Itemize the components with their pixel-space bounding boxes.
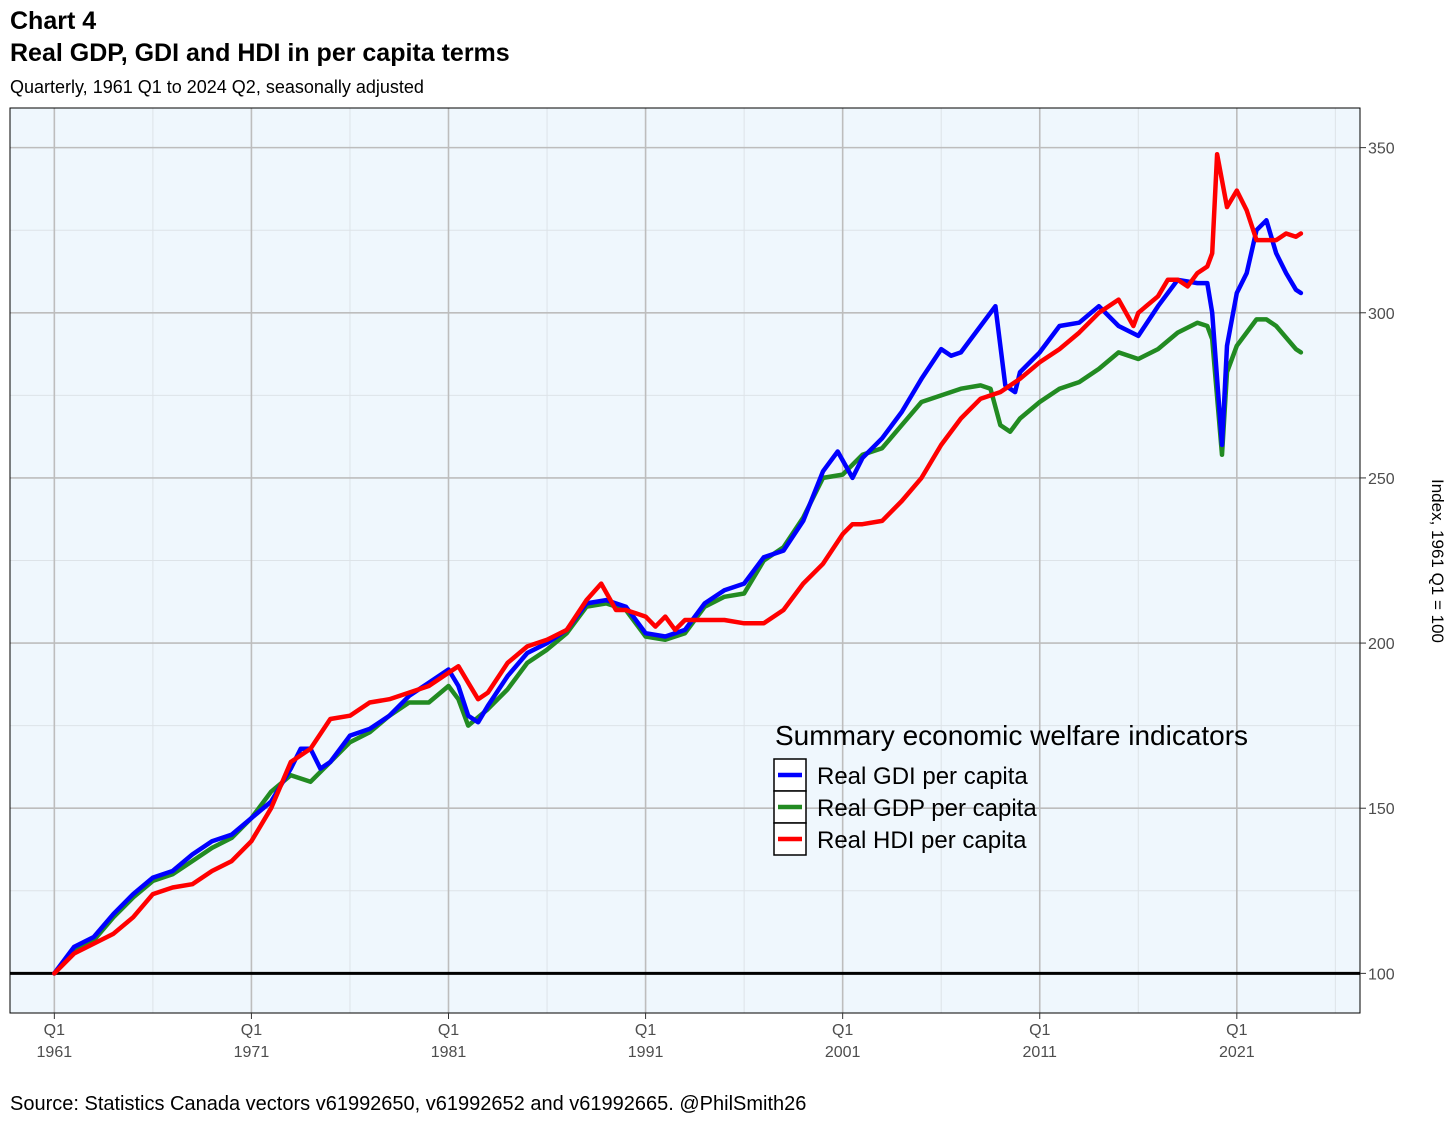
legend: Summary economic welfare indicators Real… (773, 720, 1248, 856)
x-tick-label-year: 1981 (431, 1044, 467, 1061)
y-tick-label: 200 (1368, 636, 1395, 653)
y-tick-label: 350 (1368, 141, 1395, 158)
legend-label-hdi: Real HDI per capita (817, 827, 1027, 854)
legend-label-gdi: Real GDI per capita (817, 763, 1028, 790)
plot-border (9, 107, 1361, 1014)
x-tick-label-year: 1971 (234, 1044, 270, 1061)
y-tick-label: 250 (1368, 471, 1395, 488)
legend-title: Summary economic welfare indicators (775, 720, 1248, 751)
minor-gridlines (10, 108, 1360, 1013)
x-axis: Q1 1961 Q1 1971 Q1 1981 Q1 1991 Q1 2001 Q1 2011 Q1 20… (37, 1013, 1255, 1061)
series-lines (52, 151, 1304, 976)
chart-number: Chart 4 (10, 7, 97, 35)
x-tick-label-quarter: Q1 (832, 1022, 853, 1039)
x-tick-label-quarter: Q1 (241, 1022, 262, 1039)
x-tick-label-quarter: Q1 (44, 1022, 65, 1039)
x-tick-label-year: 2011 (1023, 1044, 1058, 1061)
series-line-hdi (52, 151, 1304, 976)
x-tick-label-year: 1991 (628, 1044, 664, 1061)
x-tick-label-year: 2021 (1219, 1044, 1255, 1061)
source-note: Source: Statistics Canada vectors v61992… (10, 1093, 807, 1115)
y-tick-label: 100 (1368, 966, 1395, 983)
y-tick-label: 300 (1368, 306, 1395, 323)
y-axis: 100 150 200 250 300 350 (1360, 141, 1395, 983)
x-tick-label-year: 1961 (37, 1044, 73, 1061)
x-tick-label-quarter: Q1 (1226, 1022, 1247, 1039)
y-axis-label: Index, 1961 Q1 = 100 (1428, 479, 1447, 643)
legend-label-gdp: Real GDP per capita (817, 795, 1037, 822)
y-tick-label: 150 (1368, 801, 1395, 818)
chart-title: Real GDP, GDI and HDI in per capita term… (10, 39, 510, 67)
chart-subtitle: Quarterly, 1961 Q1 to 2024 Q2, seasonall… (10, 77, 424, 97)
x-tick-label-quarter: Q1 (635, 1022, 656, 1039)
x-tick-label-year: 2001 (825, 1044, 861, 1061)
x-tick-label-quarter: Q1 (1029, 1022, 1050, 1039)
x-tick-label-quarter: Q1 (438, 1022, 459, 1039)
